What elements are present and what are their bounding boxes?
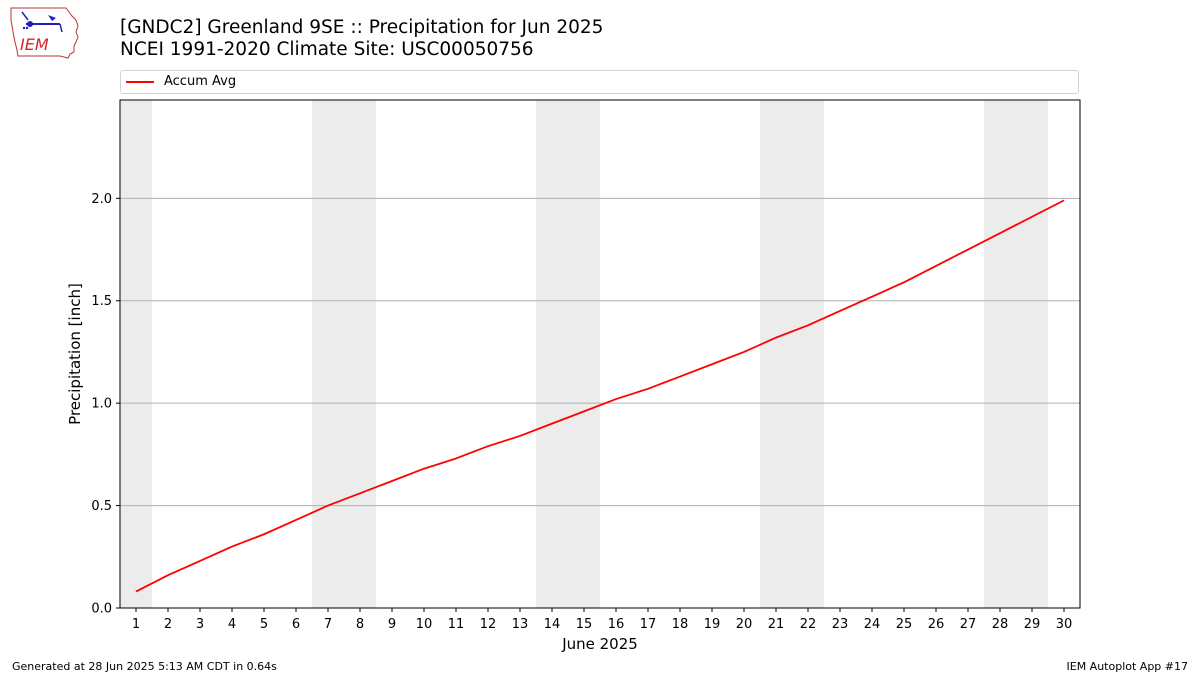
x-tick-label: 24 <box>864 617 881 632</box>
x-tick-label: 8 <box>356 617 364 632</box>
x-axis: 1 2 3 4 5 6 7 8 9 10 11 12 13 14 15 16 17 18 19 20 21 22 23 24 2… <box>132 608 1072 632</box>
x-tick-label: 7 <box>324 617 332 632</box>
series-line-accum-avg <box>135 199 1065 593</box>
chart-title-block: [GNDC2] Greenland 9SE :: Precipitation f… <box>120 17 603 61</box>
weekend-bands <box>120 100 1048 608</box>
x-tick-label: 21 <box>768 617 785 632</box>
x-tick-label: 2 <box>164 617 172 632</box>
y-tick-label: 1.0 <box>91 397 112 412</box>
x-tick-label: 26 <box>928 617 945 632</box>
legend: Accum Avg <box>120 70 1079 94</box>
weekend-band <box>536 100 600 608</box>
x-tick-label: 25 <box>896 617 913 632</box>
logo-text: IEM <box>20 35 49 54</box>
x-tick-label: 22 <box>800 617 817 632</box>
weekend-band <box>760 100 824 608</box>
x-tick-label: 3 <box>196 617 204 632</box>
x-tick-label: 4 <box>228 617 236 632</box>
x-tick-label: 14 <box>544 617 561 632</box>
series-layer <box>135 199 1065 593</box>
x-tick-label: 29 <box>1024 617 1041 632</box>
x-tick-label: 30 <box>1056 617 1073 632</box>
x-tick-label: 10 <box>416 617 433 632</box>
x-axis-label: June 2025 <box>561 635 638 653</box>
x-tick-label: 23 <box>832 617 849 632</box>
legend-label: Accum Avg <box>164 74 237 89</box>
y-grid <box>120 197 1080 507</box>
x-tick-label: 5 <box>260 617 268 632</box>
iowa-map-icon: IEM <box>10 7 79 59</box>
x-tick-label: 15 <box>576 617 593 632</box>
x-tick-label: 11 <box>448 617 465 632</box>
x-tick-label: 20 <box>736 617 753 632</box>
x-tick-label: 19 <box>704 617 721 632</box>
chart-title: [GNDC2] Greenland 9SE :: Precipitation f… <box>120 17 604 38</box>
x-tick-label: 18 <box>672 617 689 632</box>
x-tick-label: 1 <box>132 617 140 632</box>
x-tick-label: 9 <box>388 617 396 632</box>
y-axis: 0.0 0.5 1.0 1.5 2.0 <box>91 192 120 617</box>
x-tick-label: 13 <box>512 617 529 632</box>
x-tick-label: 16 <box>608 617 625 632</box>
y-tick-label: 2.0 <box>91 192 112 207</box>
x-tick-label: 12 <box>480 617 497 632</box>
x-tick-label: 27 <box>960 617 977 632</box>
y-tick-label: 0.0 <box>91 602 112 617</box>
weekend-band <box>984 100 1048 608</box>
legend-swatch <box>126 81 154 83</box>
chart-subtitle: NCEI 1991-2020 Climate Site: USC00050756 <box>120 39 534 60</box>
x-tick-label: 6 <box>292 617 300 632</box>
x-tick-label: 28 <box>992 617 1009 632</box>
y-tick-label: 0.5 <box>91 499 112 514</box>
y-axis-label: Precipitation [inch] <box>66 283 84 425</box>
weekend-band <box>312 100 376 608</box>
y-tick-label: 1.5 <box>91 294 112 309</box>
app-label: IEM Autoplot App #17 <box>1066 660 1189 673</box>
plot-frame <box>119 99 1081 609</box>
generated-timestamp: Generated at 28 Jun 2025 5:13 AM CDT in … <box>12 660 277 673</box>
iem-logo: IEM <box>8 6 80 60</box>
weekend-band <box>120 100 152 608</box>
x-tick-label: 17 <box>640 617 657 632</box>
